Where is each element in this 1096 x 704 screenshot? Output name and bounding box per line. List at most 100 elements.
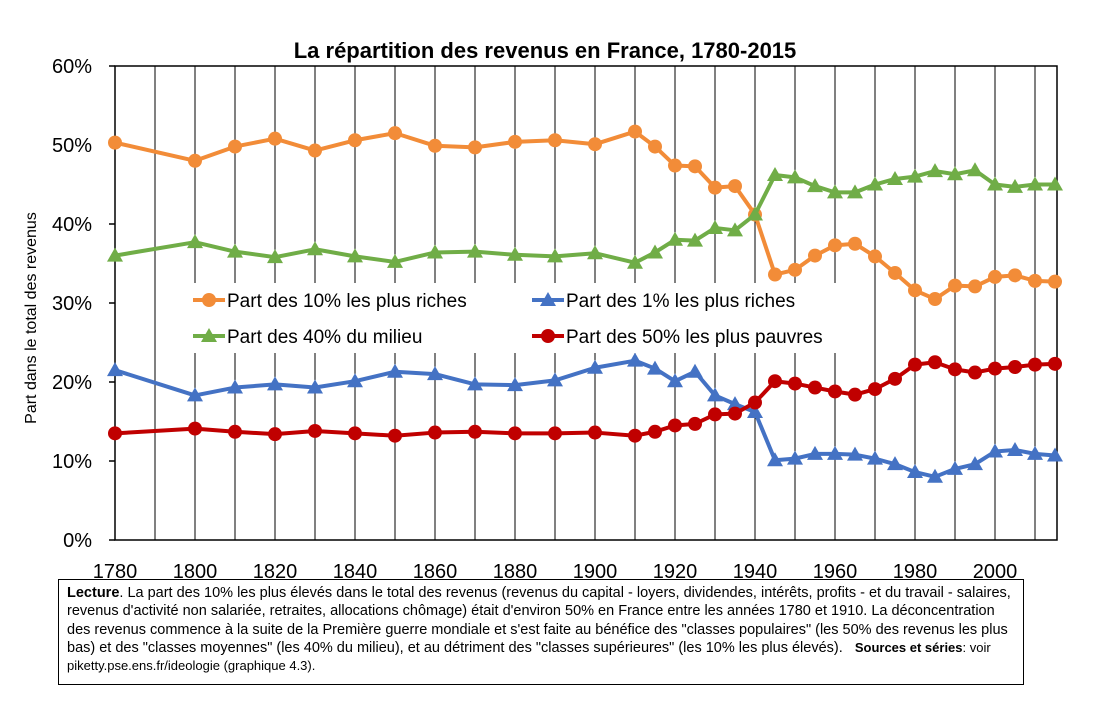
legend-swatch-marker [541, 329, 555, 343]
data-point [928, 355, 942, 370]
data-point [808, 380, 822, 395]
data-point [227, 243, 243, 258]
data-point [727, 396, 743, 411]
data-point [887, 456, 903, 471]
data-point [788, 262, 802, 277]
data-point [947, 460, 963, 475]
data-point [747, 404, 763, 419]
y-tick-label: 50% [52, 135, 92, 157]
data-point [748, 395, 762, 410]
data-point [587, 359, 603, 374]
legend-label: Part des 40% du milieu [227, 327, 422, 348]
x-tick-label: 1800 [173, 561, 218, 580]
x-tick-label: 1780 [93, 561, 138, 580]
y-tick-label: 10% [52, 451, 92, 473]
x-tick-label: 1880 [493, 561, 538, 580]
data-point [468, 424, 482, 439]
data-point [847, 184, 863, 199]
data-point [108, 135, 122, 150]
data-point [907, 168, 923, 183]
data-point [428, 425, 442, 440]
data-point [768, 374, 782, 389]
data-point [547, 372, 563, 387]
data-point [268, 427, 282, 442]
data-point [307, 379, 323, 394]
axis-ticks: 1780 1800 1820 1840 1860 1880 1900 1920 1940 1960… [52, 56, 1017, 580]
data-point [907, 464, 923, 479]
data-point [948, 278, 962, 293]
data-point [928, 292, 942, 307]
y-tick-label: 40% [52, 214, 92, 236]
legend-label: Part des 1% les plus riches [566, 291, 795, 312]
data-point [347, 248, 363, 263]
legend-swatch-marker [201, 328, 217, 342]
data-point [307, 241, 323, 256]
data-point [967, 162, 983, 177]
data-point [828, 238, 842, 253]
data-point [908, 357, 922, 372]
data-point [548, 426, 562, 441]
data-point [348, 133, 362, 148]
data-point [927, 468, 943, 483]
data-point [1047, 176, 1063, 191]
x-tick-label: 1960 [813, 561, 858, 580]
data-point [888, 265, 902, 280]
data-point [587, 245, 603, 260]
series-4 [108, 355, 1062, 443]
series-3 [107, 162, 1063, 269]
data-point [787, 450, 803, 465]
data-point [1008, 268, 1022, 283]
data-point [548, 133, 562, 148]
data-point [188, 153, 202, 168]
data-point [467, 376, 483, 391]
legend-item: Part des 50% les plus pauvres [532, 327, 823, 348]
data-point [348, 426, 362, 441]
series-line-4 [114, 360, 1056, 438]
data-point [848, 387, 862, 402]
data-point [628, 428, 642, 443]
data-point [847, 446, 863, 461]
data-point [708, 180, 722, 195]
series-line-2 [114, 358, 1056, 479]
data-point [107, 362, 123, 377]
data-point [388, 126, 402, 141]
data-point [227, 379, 243, 394]
data-point [588, 137, 602, 152]
x-tick-label: 1940 [733, 561, 778, 580]
data-point [1028, 273, 1042, 288]
data-point [727, 222, 743, 237]
data-point [687, 363, 703, 378]
data-point [668, 418, 682, 433]
note-body: . La part des 10% les plus élevés dans l… [67, 585, 1011, 656]
x-tick-label: 1920 [653, 561, 698, 580]
data-point [267, 376, 283, 391]
legend-swatch-marker [202, 293, 216, 307]
data-point [228, 424, 242, 439]
x-tick-label: 1840 [333, 561, 378, 580]
data-point [108, 426, 122, 441]
data-point [467, 243, 483, 258]
data-point [828, 384, 842, 399]
data-point [187, 234, 203, 249]
data-point [188, 421, 202, 436]
data-point [987, 176, 1003, 191]
data-point [1027, 445, 1043, 460]
legend-label: Part des 10% les plus riches [227, 291, 467, 312]
data-point [427, 244, 443, 259]
data-point [767, 452, 783, 467]
data-point [648, 139, 662, 154]
data-point [507, 377, 523, 392]
series-line-1 [114, 129, 1056, 302]
data-point [968, 279, 982, 294]
data-point [508, 426, 522, 441]
data-point [808, 248, 822, 263]
data-point [887, 170, 903, 185]
data-point [948, 362, 962, 377]
data-point [667, 231, 683, 246]
data-point [867, 450, 883, 465]
data-point [707, 219, 723, 234]
data-point [308, 143, 322, 158]
y-axis-title: Part dans le total des revenus [23, 212, 40, 424]
data-point [688, 416, 702, 431]
data-point [848, 236, 862, 251]
